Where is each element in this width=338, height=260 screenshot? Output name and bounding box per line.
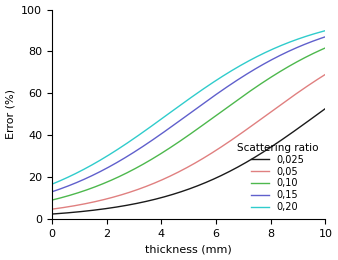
0,15 xyxy=(317,37,321,41)
0,10 xyxy=(198,126,202,129)
0,20 xyxy=(317,31,321,34)
0,15 xyxy=(213,94,217,97)
0,10 xyxy=(213,115,217,118)
0,10 xyxy=(182,137,186,140)
0,20 xyxy=(50,183,54,186)
0,05 xyxy=(323,73,328,76)
0,10 xyxy=(50,199,54,202)
0,15 xyxy=(180,118,184,121)
0,05 xyxy=(317,77,321,80)
0,15 xyxy=(274,56,278,59)
Legend: 0,025, 0,05, 0,10, 0,15, 0,20: 0,025, 0,05, 0,10, 0,15, 0,20 xyxy=(235,141,320,214)
Y-axis label: Error (%): Error (%) xyxy=(5,89,16,139)
0,10 xyxy=(323,46,328,49)
0,05 xyxy=(274,107,278,110)
0,025 xyxy=(50,212,54,216)
0,05 xyxy=(50,208,54,211)
0,20 xyxy=(180,103,184,106)
0,15 xyxy=(323,35,328,38)
0,15 xyxy=(50,190,54,193)
0,10 xyxy=(180,138,184,141)
0,025 xyxy=(323,107,328,110)
0,20 xyxy=(213,80,217,83)
0,10 xyxy=(317,49,321,52)
0,20 xyxy=(323,29,328,32)
0,05 xyxy=(182,168,186,171)
0,025 xyxy=(317,112,321,115)
Line: 0,20: 0,20 xyxy=(52,31,325,184)
0,05 xyxy=(213,150,217,153)
Line: 0,15: 0,15 xyxy=(52,37,325,192)
0,025 xyxy=(274,142,278,145)
Line: 0,025: 0,025 xyxy=(52,108,325,214)
0,10 xyxy=(274,73,278,76)
Line: 0,10: 0,10 xyxy=(52,48,325,200)
0,025 xyxy=(213,177,217,180)
0,05 xyxy=(180,169,184,172)
0,20 xyxy=(274,46,278,49)
0,15 xyxy=(182,116,186,120)
0,025 xyxy=(182,189,186,192)
0,025 xyxy=(198,183,202,186)
0,20 xyxy=(198,90,202,93)
Line: 0,05: 0,05 xyxy=(52,74,325,209)
0,05 xyxy=(198,159,202,162)
X-axis label: thickness (mm): thickness (mm) xyxy=(145,244,232,255)
0,15 xyxy=(198,105,202,108)
0,025 xyxy=(180,190,184,193)
0,20 xyxy=(182,101,186,105)
